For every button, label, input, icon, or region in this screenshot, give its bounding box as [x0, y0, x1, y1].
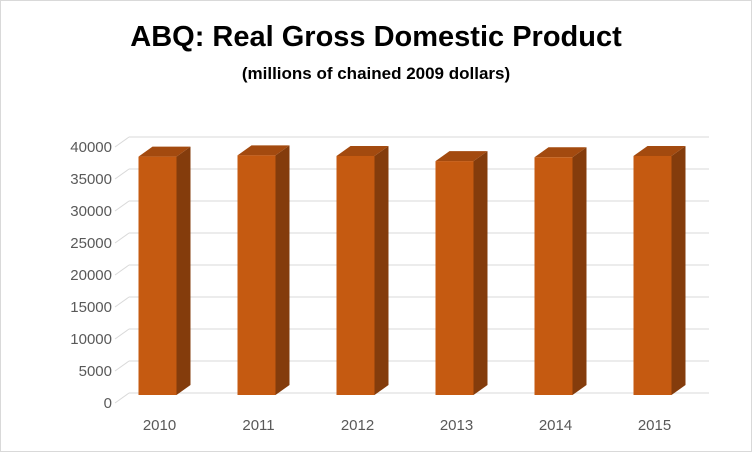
x-tick-label: 2011 — [242, 417, 274, 434]
bar-group — [435, 151, 488, 395]
y-axis-ticks: 0 5000 10000 15000 20000 25000 30000 35000 40000 — [70, 139, 112, 412]
bars — [138, 145, 686, 395]
bar-top — [534, 147, 587, 158]
y-tick-label: 40000 — [70, 139, 112, 156]
bar — [633, 155, 672, 395]
y-tick-label: 25000 — [70, 235, 112, 252]
bar-top — [633, 145, 686, 156]
bar — [435, 161, 474, 395]
bar-top — [435, 151, 488, 162]
x-axis-ticks: 2010 2011 2012 2013 2014 2015 — [143, 417, 671, 434]
bar-side — [374, 145, 389, 395]
y-tick-label: 5000 — [79, 363, 112, 380]
bar-group — [633, 145, 686, 395]
gridline-depth — [114, 136, 130, 148]
y-tick-label: 20000 — [70, 267, 112, 284]
bar-group — [237, 145, 290, 395]
bar-side — [572, 147, 587, 395]
bar-top — [237, 145, 290, 156]
bar-group — [138, 146, 191, 395]
bar — [336, 155, 375, 395]
x-tick-label: 2010 — [143, 417, 176, 434]
bar — [534, 157, 573, 395]
bar — [138, 156, 177, 395]
gridline-depth — [114, 168, 130, 180]
y-tick-label: 35000 — [70, 171, 112, 188]
gridline-depth — [114, 264, 130, 276]
x-tick-label: 2013 — [440, 417, 473, 434]
gridline-depth — [114, 328, 130, 340]
gridlines — [114, 136, 709, 404]
bar-top — [336, 145, 389, 156]
y-tick-label: 15000 — [70, 299, 112, 316]
y-tick-label: 0 — [104, 395, 112, 412]
gridline-depth — [114, 392, 130, 404]
x-tick-label: 2012 — [341, 417, 374, 434]
y-tick-label: 10000 — [70, 331, 112, 348]
chart-subtitle: (millions of chained 2009 dollars) — [241, 64, 511, 83]
bar-side — [275, 145, 290, 395]
gridline-depth — [114, 200, 130, 212]
y-tick-label: 30000 — [70, 203, 112, 220]
chart-title: ABQ: Real Gross Domestic Product — [130, 21, 622, 53]
bar-side — [473, 151, 488, 395]
gridline-depth — [114, 360, 130, 372]
gridline-depth — [114, 296, 130, 308]
bar-top — [138, 146, 191, 157]
bar-group — [534, 147, 587, 395]
x-tick-label: 2015 — [638, 417, 671, 434]
bar-side — [176, 146, 191, 395]
gridline-depth — [114, 232, 130, 244]
bar-side — [671, 145, 686, 395]
x-tick-label: 2014 — [539, 417, 572, 434]
bar-group — [336, 145, 389, 395]
bar — [237, 155, 276, 395]
